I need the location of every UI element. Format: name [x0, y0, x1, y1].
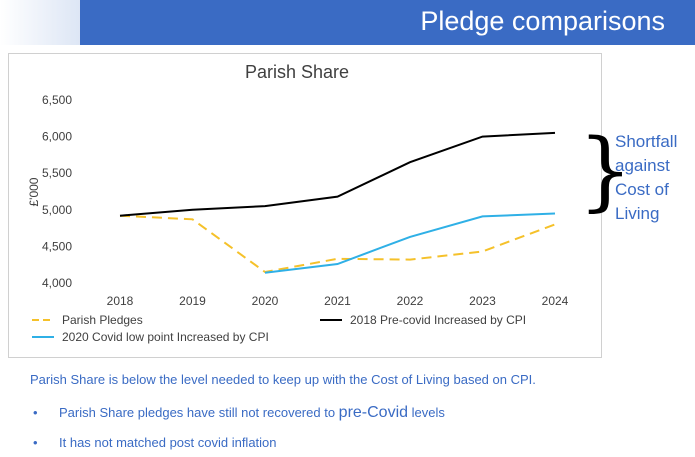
x-tick-label: 2022: [397, 294, 424, 308]
bullet-marker: •: [33, 405, 38, 420]
bullet-marker: •: [33, 435, 38, 450]
slide-header: Pledge comparisons: [80, 0, 695, 45]
x-tick-label: 2019: [179, 294, 206, 308]
y-tick-label: 6,000: [42, 130, 72, 144]
legend-label: 2020 Covid low point Increased by CPI: [62, 330, 269, 344]
bullet-text: Parish Share pledges have still not reco…: [59, 405, 339, 420]
shortfall-annotation: Shortfall against Cost of Living: [615, 130, 695, 226]
annotation-line: against: [615, 156, 670, 175]
header-fade: [0, 0, 80, 45]
chart-title: Parish Share: [245, 62, 349, 82]
x-tick-label: 2024: [542, 294, 569, 308]
annotation-line: Cost of: [615, 180, 669, 199]
bullet-item: • Parish Share pledges have still not rec…: [33, 404, 445, 422]
x-tick-label: 2021: [324, 294, 351, 308]
x-tick-label: 2018: [107, 294, 134, 308]
x-tick-label: 2023: [469, 294, 496, 308]
annotation-line: Shortfall: [615, 132, 678, 151]
annotation-line: Living: [615, 204, 660, 223]
y-axis-label: £'000: [27, 177, 41, 206]
shortfall-brace: }: [578, 121, 633, 221]
y-tick-label: 4,500: [42, 239, 72, 253]
y-tick-label: 6,500: [42, 93, 72, 107]
legend-label: Parish Pledges: [62, 313, 143, 327]
bullet-text: It has not matched post covid inflation: [59, 435, 277, 450]
summary-text: Parish Share is below the level needed t…: [30, 372, 536, 387]
series-line: [119, 214, 556, 274]
series-line: [264, 212, 556, 274]
bullet-text-end: levels: [408, 405, 445, 420]
x-tick-label: 2020: [252, 294, 279, 308]
chart-frame: [8, 53, 602, 358]
series-line: [119, 131, 556, 217]
y-tick-label: 5,500: [42, 166, 72, 180]
legend-label: 2018 Pre-covid Increased by CPI: [350, 313, 526, 327]
bullet-item: • It has not matched post covid inflation: [33, 435, 277, 450]
y-tick-label: 5,000: [42, 203, 72, 217]
page-title: Pledge comparisons: [420, 6, 665, 36]
bullet-emphasis: pre-Covid: [338, 404, 409, 421]
y-tick-label: 4,000: [42, 276, 72, 290]
